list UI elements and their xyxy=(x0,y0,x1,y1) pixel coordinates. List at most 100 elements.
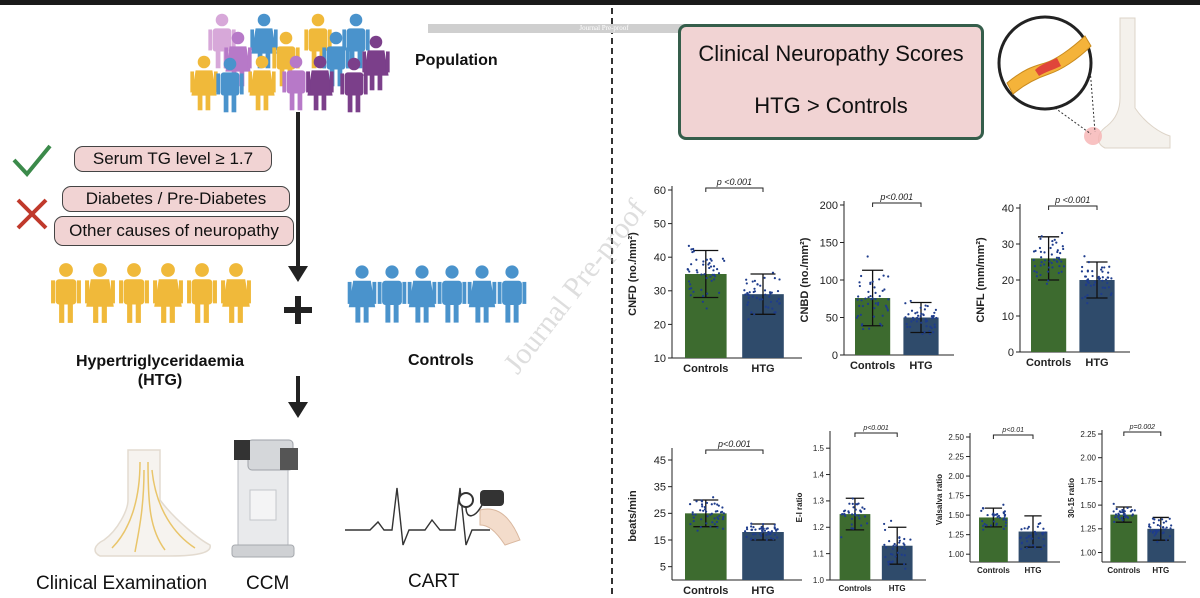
data-point xyxy=(854,508,857,511)
data-point xyxy=(1030,537,1034,540)
data-point xyxy=(989,524,993,527)
data-point xyxy=(761,531,764,534)
data-point xyxy=(773,527,776,530)
x-tick-label: Controls xyxy=(1026,357,1071,369)
data-point xyxy=(1147,525,1151,528)
data-point xyxy=(1118,510,1121,513)
data-point xyxy=(699,509,702,512)
data-point xyxy=(980,509,983,512)
data-point xyxy=(1034,533,1038,536)
data-point xyxy=(721,518,725,521)
data-point xyxy=(997,514,1001,518)
data-point xyxy=(1124,514,1127,517)
data-point xyxy=(1162,521,1165,524)
data-point xyxy=(688,270,691,273)
data-point xyxy=(1035,275,1038,278)
data-point xyxy=(1027,534,1030,538)
data-point xyxy=(871,280,874,283)
data-point xyxy=(711,521,714,524)
data-point xyxy=(873,307,876,310)
data-point xyxy=(1020,541,1024,544)
y-tick-label: 0 xyxy=(1008,347,1014,359)
data-point xyxy=(864,297,867,300)
data-point xyxy=(702,509,705,512)
y-tick-label: 200 xyxy=(820,200,838,212)
data-point xyxy=(992,512,995,515)
data-point xyxy=(874,298,877,301)
data-point xyxy=(750,311,753,314)
data-point xyxy=(1027,525,1030,529)
significance-bracket xyxy=(872,202,922,207)
data-point xyxy=(1089,284,1092,287)
data-point xyxy=(1152,530,1155,533)
data-point xyxy=(932,331,935,334)
data-point xyxy=(1039,264,1042,267)
data-point xyxy=(874,291,877,294)
data-point xyxy=(1121,510,1124,514)
data-point xyxy=(713,275,717,278)
data-point xyxy=(705,307,708,310)
data-point xyxy=(696,271,699,274)
data-point xyxy=(920,321,923,324)
data-point xyxy=(1114,513,1118,516)
data-point xyxy=(756,283,759,286)
person-icon xyxy=(119,263,149,323)
data-point xyxy=(721,257,724,260)
data-point xyxy=(1044,531,1047,534)
data-point xyxy=(1126,506,1129,510)
data-point xyxy=(777,297,780,301)
data-point xyxy=(909,299,912,303)
data-point xyxy=(709,275,712,278)
data-point xyxy=(695,258,698,261)
y-tick-label: 15 xyxy=(654,535,666,547)
foot-icon xyxy=(94,449,211,557)
data-point xyxy=(854,503,857,506)
data-point xyxy=(879,322,882,326)
person-icon xyxy=(85,263,115,323)
data-point xyxy=(995,513,998,516)
data-point xyxy=(919,306,922,309)
data-point xyxy=(877,301,880,305)
data-point xyxy=(867,290,870,293)
chart-5: 1.0 1.1 1.2 1.3 1.4 1.5 E-I ratio Controls HTG p<… xyxy=(795,425,926,593)
data-point xyxy=(1149,530,1152,533)
data-point xyxy=(904,316,907,319)
data-point xyxy=(716,503,719,506)
p-value-label: p <0.001 xyxy=(1054,195,1090,205)
population-crowd-icon xyxy=(190,13,390,113)
data-point xyxy=(1002,503,1005,506)
data-point xyxy=(687,244,690,247)
data-point xyxy=(1115,507,1118,511)
data-point xyxy=(1165,520,1168,523)
data-point xyxy=(722,515,725,519)
data-point xyxy=(917,314,920,317)
data-point xyxy=(1043,259,1047,262)
y-tick-label: 2.00 xyxy=(1080,454,1096,463)
data-point xyxy=(1062,247,1065,251)
data-point xyxy=(1098,277,1102,280)
data-point xyxy=(1156,540,1159,543)
data-point xyxy=(898,536,901,539)
data-point xyxy=(692,516,695,519)
significance-bracket xyxy=(1048,205,1098,210)
data-point xyxy=(891,560,894,563)
data-point xyxy=(716,268,719,271)
p-value-label: p<0.001 xyxy=(879,192,913,202)
data-point xyxy=(1059,252,1062,255)
data-point xyxy=(848,502,851,505)
data-point xyxy=(893,542,896,546)
data-point xyxy=(933,323,936,326)
data-point xyxy=(1148,523,1151,526)
x-tick-label: Controls xyxy=(683,363,728,375)
data-point xyxy=(744,293,747,296)
data-point xyxy=(1092,283,1096,286)
person-icon xyxy=(187,263,217,323)
x-tick-label: Controls xyxy=(850,360,895,372)
data-point xyxy=(689,283,692,286)
data-point xyxy=(773,523,776,526)
data-point xyxy=(712,496,715,499)
data-point xyxy=(690,248,693,251)
data-point xyxy=(1042,538,1045,541)
data-point xyxy=(1087,261,1090,264)
data-point xyxy=(1107,286,1111,289)
